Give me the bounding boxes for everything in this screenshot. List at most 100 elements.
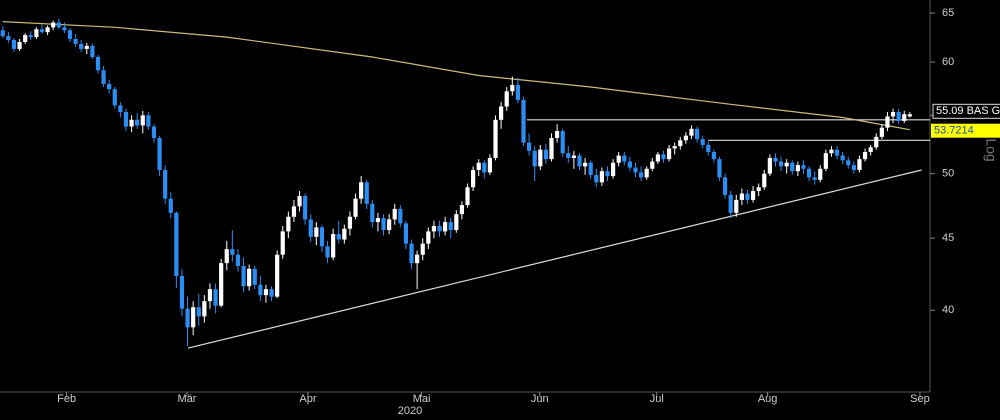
candle-body [185,308,190,328]
candle-body [834,149,840,156]
candle-body [112,89,117,106]
candle-body [230,249,235,255]
candle-body [868,147,873,153]
candle-body [521,99,526,143]
y-tick-label: 60 [942,56,954,68]
candle-body [790,162,795,172]
candle-body [689,128,694,136]
candle-body [627,161,632,168]
candle-body [594,174,599,183]
candle-body [62,27,67,31]
year-label: 2020 [398,405,422,417]
candle-body [801,165,806,169]
candle-body [471,169,476,188]
candle-body [885,116,890,128]
candle-body [605,171,610,177]
x-tick-label: Feb [57,393,76,405]
candle-body [683,135,688,141]
candle-body [840,155,845,161]
candle-body [280,231,285,255]
candle-body [879,127,884,137]
candle-body [722,177,728,195]
ma-tag-box [931,123,1000,138]
candle-body [823,153,828,169]
candle-body [454,214,459,231]
candle-body [443,222,448,232]
candle-body [633,167,638,173]
candle-body [812,177,817,180]
candle-body [644,168,649,178]
candle-body [515,84,521,100]
y-tick-label: 45 [942,232,954,244]
candle-body [314,227,319,237]
candle-body [896,111,901,121]
candle-body [375,218,381,223]
candle-body [319,227,325,247]
candle-body [482,162,487,173]
candle-body [655,154,660,162]
candle-body [784,162,789,167]
candle-body [538,149,543,167]
candle-body [510,84,515,92]
candle-body [84,45,89,49]
candle-body [179,276,185,309]
candle-body [28,35,33,38]
candle-body [269,289,274,297]
candle-body [431,226,437,232]
candle-body [426,231,431,244]
candle-body [829,149,834,154]
candle-body [504,91,509,107]
candle-body [750,191,756,200]
candle-body [499,106,504,120]
candle-body [387,219,392,231]
candle-body [666,148,672,160]
candle-body [342,228,347,240]
candle-body [308,219,313,237]
candle-body [487,157,493,173]
candle-body [728,194,733,213]
candle-body [672,146,677,149]
candle-body [678,140,683,147]
candle-body [638,172,644,178]
candle-body [527,142,532,151]
candle-body [235,254,241,266]
candle-body [213,289,218,306]
candle-body [11,40,17,49]
candle-body [577,155,582,167]
candle-body [560,131,565,154]
x-tick-label: Jul [650,393,664,405]
candle-body [353,198,358,217]
x-tick-label: Apr [299,393,316,405]
candle-body [67,30,73,40]
x-tick-label: Sep [910,393,930,405]
candle-body [555,131,560,138]
candle-body [857,159,862,170]
candle-body [846,160,851,166]
candle-body [459,205,465,215]
candle-body [616,155,621,163]
candle-body [420,243,425,255]
candle-body [241,265,246,287]
candle-body [795,165,800,172]
candle-body [599,171,604,183]
candle-body [6,36,11,41]
candle-body [39,29,45,33]
candle-body [174,212,179,277]
candle-body [818,168,823,180]
candle-body [303,196,308,220]
candle-body [437,226,442,232]
trendline [187,169,922,349]
candle-body [717,159,722,178]
moving-average [2,21,910,131]
candle-body [874,136,879,148]
candle-body [157,137,162,170]
price-tag-box [932,103,1000,119]
candle-body [476,162,481,170]
candle-body [661,154,666,160]
candle-body [347,216,353,229]
candle-body [191,307,196,328]
candle-body [381,218,386,231]
candle-body [297,196,302,207]
candle-body [107,83,112,90]
